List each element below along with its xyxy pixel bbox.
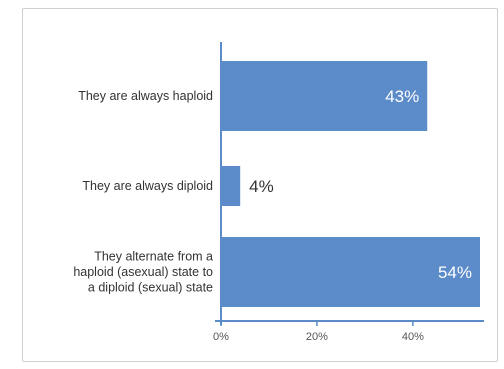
category-label-line: They are always haploid bbox=[78, 89, 213, 103]
category-label-line: They alternate from a bbox=[94, 250, 213, 264]
category-label-line: a diploid (sexual) state bbox=[88, 281, 213, 295]
bar-value-label-0: 43% bbox=[385, 87, 419, 106]
x-tick-label-1: 20% bbox=[306, 331, 328, 343]
category-label-1: They are always diploid bbox=[82, 179, 213, 193]
bars-group bbox=[221, 61, 480, 307]
category-label-2: They alternate from a haploid (asexual) s… bbox=[73, 250, 213, 295]
bar-2 bbox=[221, 237, 480, 307]
labels-group: 43% They are always haploid 4% They are alw… bbox=[73, 87, 472, 295]
x-tick-label-2: 40% bbox=[402, 331, 424, 343]
bar-value-label-1: 4% bbox=[249, 177, 274, 196]
category-label-line: haploid (asexual) state to bbox=[73, 265, 213, 279]
bar-value-label-2: 54% bbox=[438, 263, 472, 282]
bar-1 bbox=[221, 166, 241, 206]
axes-group: 0% 20% 40% bbox=[213, 42, 484, 343]
bar-0 bbox=[221, 61, 428, 131]
category-label-line: They are always diploid bbox=[82, 179, 213, 193]
category-label-0: They are always haploid bbox=[78, 89, 213, 103]
x-tick-label-0: 0% bbox=[213, 331, 229, 343]
